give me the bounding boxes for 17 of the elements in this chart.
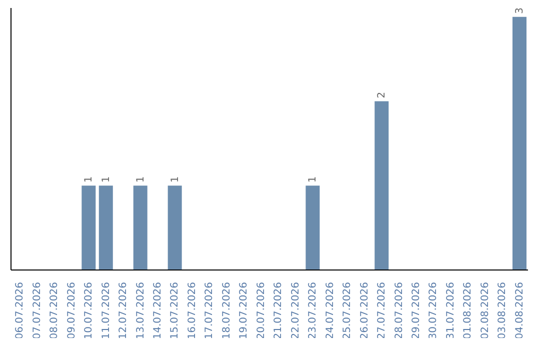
x-tick-label: 11.07.2026	[100, 282, 112, 340]
x-tick-label: 13.07.2026	[135, 282, 146, 340]
x-tick-label: 10.07.2026	[84, 282, 95, 340]
x-tick-label: 17.07.2026	[204, 282, 216, 340]
x-tick-label: 16.07.2026	[186, 282, 198, 340]
x-tick-label: 19.07.2026	[238, 282, 250, 340]
data-label: 1	[135, 176, 146, 183]
data-label: 1	[84, 176, 95, 183]
x-tick-label: 14.07.2026	[152, 282, 164, 340]
x-tick-label: 12.07.2026	[118, 282, 130, 340]
x-tick-label: 15.07.2026	[170, 282, 181, 340]
x-tick-label: 18.07.2026	[221, 282, 232, 340]
data-label: 1	[170, 176, 181, 183]
data-label: 2	[376, 92, 388, 98]
data-label: 1	[100, 176, 112, 183]
data-label: 3	[514, 7, 526, 14]
data-label: 1	[308, 176, 319, 183]
